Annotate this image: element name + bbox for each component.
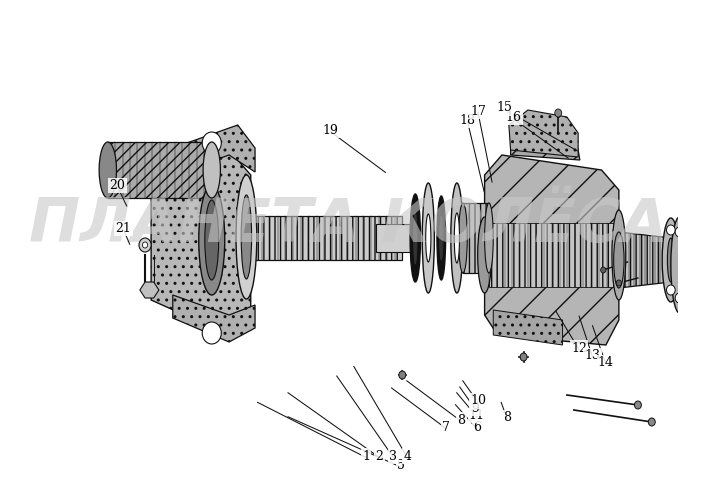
Text: 19: 19: [323, 124, 339, 137]
Ellipse shape: [236, 175, 257, 299]
Text: 2: 2: [375, 449, 383, 463]
Circle shape: [143, 242, 148, 248]
Ellipse shape: [199, 185, 225, 295]
Circle shape: [675, 293, 684, 303]
Ellipse shape: [662, 218, 680, 302]
Text: 12: 12: [571, 342, 587, 355]
Ellipse shape: [484, 203, 494, 273]
Text: 21: 21: [116, 222, 131, 235]
Ellipse shape: [437, 196, 446, 280]
Text: 18: 18: [460, 114, 476, 127]
Text: 10: 10: [470, 394, 486, 408]
Polygon shape: [509, 110, 578, 157]
Circle shape: [399, 371, 406, 379]
Polygon shape: [173, 295, 255, 342]
Polygon shape: [108, 142, 212, 198]
Text: 11: 11: [469, 409, 485, 422]
Ellipse shape: [423, 183, 434, 293]
Ellipse shape: [241, 195, 252, 279]
Polygon shape: [494, 310, 562, 345]
Text: 14: 14: [598, 356, 614, 369]
Ellipse shape: [413, 212, 417, 264]
Ellipse shape: [99, 142, 117, 198]
Text: 4: 4: [404, 449, 411, 463]
Text: 7: 7: [442, 421, 451, 434]
Circle shape: [139, 238, 151, 252]
Text: 5: 5: [396, 459, 405, 472]
Text: 8: 8: [458, 413, 465, 427]
Polygon shape: [484, 155, 619, 345]
Circle shape: [617, 280, 621, 286]
Polygon shape: [619, 232, 671, 288]
Text: 15: 15: [496, 101, 512, 114]
Polygon shape: [489, 223, 614, 287]
Circle shape: [202, 132, 221, 154]
Ellipse shape: [671, 217, 688, 313]
Polygon shape: [463, 203, 489, 273]
Circle shape: [555, 109, 562, 117]
Ellipse shape: [451, 183, 463, 293]
Text: 17: 17: [470, 104, 486, 118]
Polygon shape: [376, 224, 411, 252]
Polygon shape: [140, 282, 159, 298]
Ellipse shape: [458, 203, 467, 273]
Text: 8: 8: [503, 411, 511, 424]
Circle shape: [600, 267, 606, 273]
Circle shape: [675, 227, 684, 237]
Ellipse shape: [410, 194, 420, 282]
Text: 1: 1: [362, 449, 370, 463]
Polygon shape: [173, 125, 255, 175]
Circle shape: [202, 322, 221, 344]
Text: 13: 13: [584, 349, 600, 362]
Text: 16: 16: [505, 111, 522, 124]
Ellipse shape: [205, 200, 219, 280]
Ellipse shape: [667, 238, 674, 282]
Ellipse shape: [671, 217, 703, 313]
Circle shape: [666, 225, 675, 235]
Polygon shape: [510, 125, 580, 160]
Polygon shape: [246, 216, 402, 260]
Text: ПЛАНЕТА КОЛЁСА: ПЛАНЕТА КОЛЁСА: [30, 195, 669, 255]
Polygon shape: [151, 150, 251, 335]
Ellipse shape: [675, 225, 703, 305]
Ellipse shape: [203, 142, 221, 198]
Text: 6: 6: [473, 421, 481, 434]
Circle shape: [666, 285, 675, 295]
Circle shape: [648, 418, 655, 426]
Text: 9: 9: [472, 401, 479, 415]
Ellipse shape: [612, 210, 626, 300]
Text: 3: 3: [389, 449, 397, 463]
Ellipse shape: [477, 217, 491, 293]
Ellipse shape: [426, 214, 431, 262]
Ellipse shape: [454, 213, 460, 263]
Ellipse shape: [439, 216, 443, 260]
Text: 20: 20: [110, 179, 125, 192]
Ellipse shape: [614, 232, 624, 288]
Circle shape: [634, 401, 641, 409]
Circle shape: [520, 353, 527, 361]
